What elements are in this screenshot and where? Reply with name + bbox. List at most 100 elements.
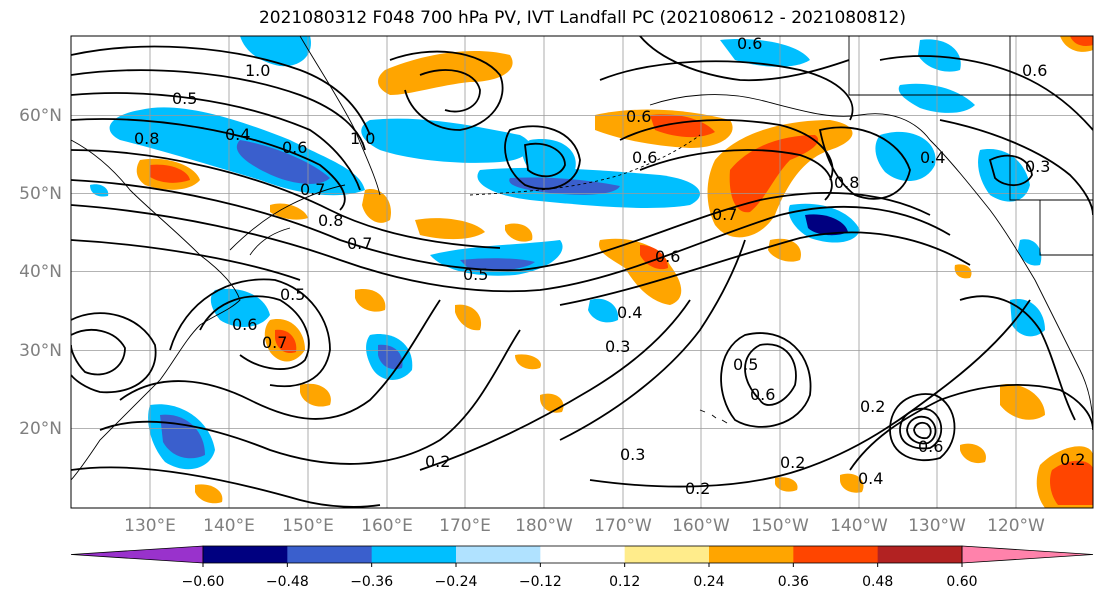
contour-line — [71, 204, 951, 293]
contour-label: 0.5 — [172, 89, 197, 108]
pos-anomaly-region — [355, 289, 386, 312]
lon-label: 170°W — [594, 516, 652, 536]
contour-label: 0.5 — [733, 355, 758, 374]
contour-line — [71, 118, 346, 211]
colorbar-segment — [624, 546, 710, 563]
pos-anomaly-core — [1050, 460, 1093, 505]
pos-anomaly-region — [362, 189, 391, 223]
colorbar-tick-label: 0.60 — [946, 574, 977, 590]
pos-anomaly-region — [505, 223, 533, 242]
contour-line — [389, 50, 504, 131]
contour-line — [849, 383, 1093, 471]
pos-anomaly-region — [455, 304, 482, 331]
colorbar-tick-label: 0.12 — [609, 574, 640, 590]
contour-label: 0.8 — [834, 173, 859, 192]
contour-line — [599, 60, 854, 121]
neg-anomaly-region — [588, 298, 619, 323]
colorbar-segment — [877, 546, 963, 563]
pv-shading — [90, 36, 1093, 508]
contour-line — [169, 278, 331, 388]
colorbar-tick-label: 0.24 — [693, 574, 724, 590]
contour-line — [639, 149, 833, 201]
contour-label: 0.8 — [318, 211, 343, 230]
lon-label: 130°W — [908, 516, 966, 536]
contour-label: 0.2 — [685, 479, 710, 498]
contour-label: 0.7 — [300, 180, 325, 199]
contour-line — [818, 126, 911, 200]
neg-anomaly-region — [240, 36, 311, 67]
contour-line — [619, 119, 834, 181]
lon-label: 120°W — [987, 516, 1045, 536]
contour-line — [906, 415, 937, 445]
map-panel: 1.0 0.5 0.8 0.4 0.6 0.7 1.0 0.6 0.8 0.7 … — [70, 35, 1094, 509]
contour-label: 0.2 — [425, 452, 450, 471]
hawaii-islands — [699, 409, 728, 424]
contour-label: 1.0 — [245, 61, 270, 80]
contour-line — [71, 312, 157, 394]
neg-anomaly-region — [720, 39, 810, 67]
contour-label: 1.0 — [350, 129, 375, 148]
pos-anomaly-region — [1000, 384, 1045, 420]
contour-line — [119, 299, 441, 420]
contour-line — [939, 119, 1093, 216]
contour-label: 0.3 — [1025, 157, 1050, 176]
contour-label: 0.6 — [750, 385, 775, 404]
neg-anomaly-region — [361, 118, 531, 163]
neg-anomaly-region — [430, 240, 563, 276]
contour-label: 0.4 — [920, 148, 945, 167]
contour-label: 0.7 — [347, 234, 372, 253]
lon-label: 140°W — [830, 516, 888, 536]
contour-label: 0.6 — [626, 107, 651, 126]
lon-label: 130°E — [124, 516, 176, 536]
contour-label: 0.4 — [617, 303, 642, 322]
contour-line — [71, 231, 971, 306]
colorbar-extend-low — [70, 545, 204, 564]
colorbar-tick-label: −0.48 — [266, 574, 309, 590]
contour-line — [419, 69, 481, 113]
contour-label: 0.7 — [262, 333, 287, 352]
contour-line — [589, 299, 1031, 488]
colorbar-tick-label: 0.36 — [778, 574, 809, 590]
lon-label: 160°E — [361, 516, 413, 536]
contour-line — [71, 466, 381, 508]
pos-anomaly-region — [378, 50, 513, 95]
contour-line — [199, 295, 310, 370]
contour-line — [71, 69, 366, 151]
contour-line — [720, 332, 812, 428]
alaska-coastline — [649, 94, 1093, 431]
contour-line — [639, 36, 850, 82]
lon-label: 150°E — [282, 516, 334, 536]
lat-labels: 60°N 50°N 40°N 30°N 20°N — [19, 106, 62, 439]
pos-anomaly-region — [415, 218, 485, 240]
pos-anomaly-core — [650, 114, 715, 138]
map-title: 2021080312 F048 700 hPa PV, IVT Landfall… — [258, 8, 906, 28]
contour-label: 0.7 — [712, 205, 737, 224]
lon-label: 160°W — [672, 516, 730, 536]
colorbar-tick-label: −0.24 — [435, 574, 478, 590]
contour-line — [504, 125, 581, 190]
contour-label: 0.6 — [232, 315, 257, 334]
contour-line — [524, 142, 566, 178]
lon-label: 140°E — [203, 516, 255, 536]
contour-line — [71, 149, 501, 249]
colorbar-segments — [70, 545, 1094, 564]
contour-line — [959, 295, 1076, 421]
lat-label: 60°N — [19, 106, 62, 126]
neg-anomaly-region — [918, 39, 961, 72]
pos-anomaly-core — [1070, 36, 1093, 46]
colorbar: −0.60 −0.48 −0.36 −0.24 −0.12 0.12 0.24 0.36 0.4… — [70, 545, 1094, 590]
neg-anomaly-core — [460, 258, 535, 271]
pos-anomaly-core — [150, 164, 190, 183]
contour-line — [71, 179, 931, 272]
lat-label: 50°N — [19, 184, 62, 204]
contour-label: 0.2 — [1060, 450, 1085, 469]
pos-anomaly-region — [270, 203, 308, 220]
colorbar-tick-label: 0.48 — [862, 574, 893, 590]
neg-anomaly-core — [236, 140, 330, 184]
lat-label: 30°N — [19, 341, 62, 361]
colorbar-segment — [793, 546, 879, 563]
contour-label: 0.6 — [918, 437, 943, 456]
lat-label: 40°N — [19, 262, 62, 282]
colorbar-tick-label: −0.60 — [182, 574, 225, 590]
